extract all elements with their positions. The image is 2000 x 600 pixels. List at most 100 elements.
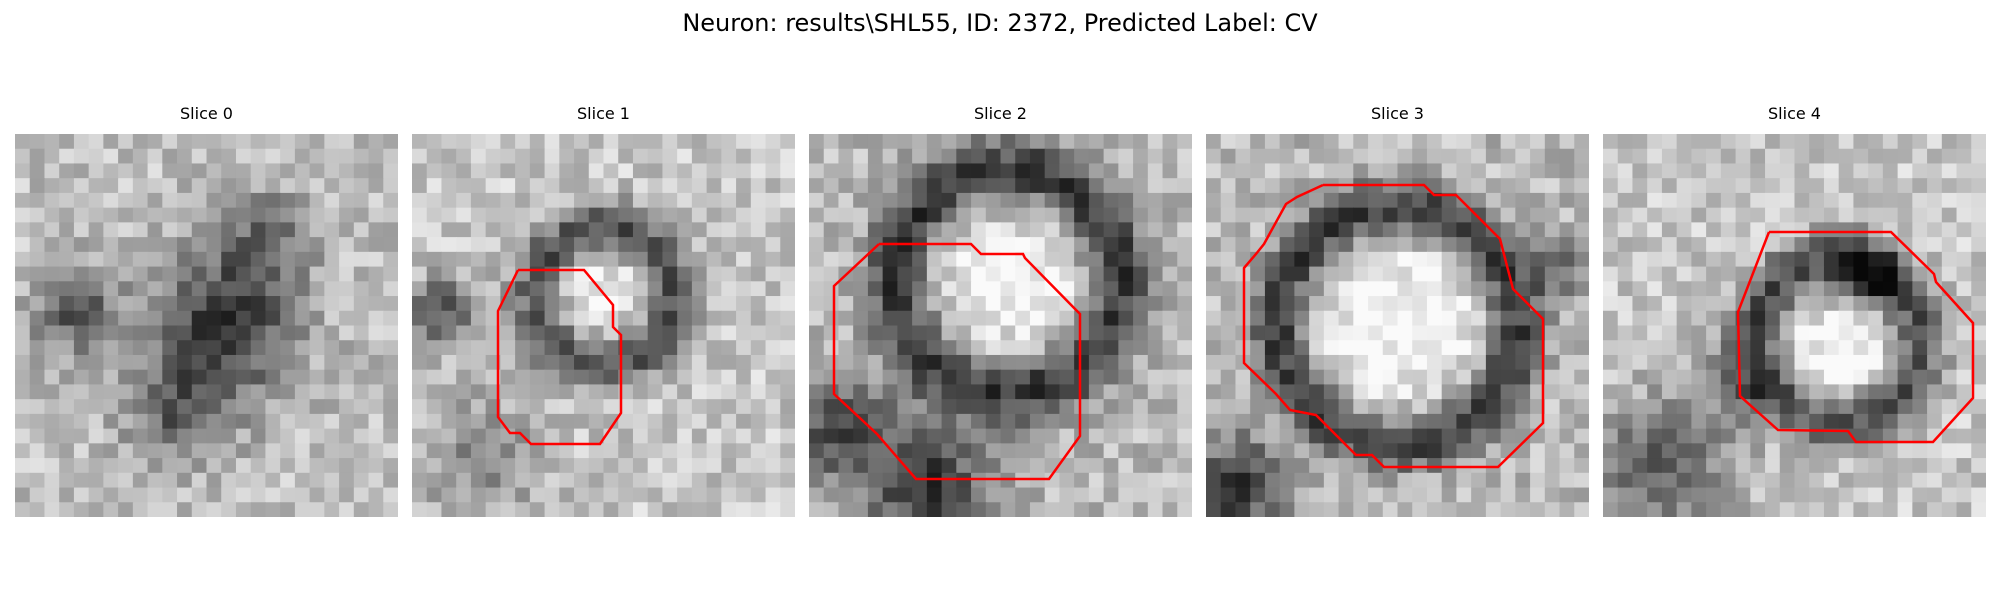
image-pixel: [1412, 207, 1428, 223]
image-pixel: [88, 472, 104, 489]
image-pixel: [1515, 237, 1531, 253]
image-pixel: [1015, 369, 1031, 386]
image-pixel: [897, 296, 913, 312]
image-pixel: [456, 340, 472, 356]
image-pixel: [897, 340, 913, 356]
image-pixel: [44, 325, 60, 341]
image-pixel: [926, 192, 943, 209]
image-pixel: [324, 458, 340, 474]
image-pixel: [177, 222, 193, 238]
image-pixel: [1133, 502, 1149, 517]
image-pixel: [339, 458, 355, 474]
image-pixel: [1632, 296, 1648, 312]
slice-panel-3: Slice 3: [1206, 104, 1589, 517]
image-pixel: [1838, 443, 1855, 459]
image-pixel: [971, 134, 987, 150]
image-pixel: [867, 134, 884, 150]
image-pixel: [59, 163, 75, 179]
image-pixel: [1706, 399, 1722, 415]
image-pixel: [750, 487, 767, 503]
image-pixel: [1779, 178, 1796, 194]
image-pixel: [235, 325, 252, 341]
image-pixel: [809, 192, 825, 209]
image-pixel: [721, 340, 737, 356]
image-pixel: [1794, 384, 1810, 400]
image-pixel: [103, 310, 119, 327]
image-pixel: [1750, 310, 1766, 327]
image-pixel: [1530, 222, 1546, 238]
image-pixel: [1382, 340, 1399, 356]
image-pixel: [412, 266, 428, 282]
image-pixel: [1574, 428, 1589, 444]
image-pixel: [1133, 222, 1149, 238]
image-pixel: [1544, 443, 1561, 459]
image-pixel: [44, 281, 60, 297]
image-pixel: [235, 148, 252, 165]
image-pixel: [1720, 413, 1737, 430]
image-pixel: [441, 413, 457, 430]
image-pixel: [1927, 192, 1943, 209]
image-pixel: [1103, 207, 1119, 223]
image-pixel: [750, 310, 767, 327]
image-pixel: [603, 413, 619, 430]
image-pixel: [823, 325, 840, 341]
image-pixel: [1338, 237, 1354, 253]
image-pixel: [29, 472, 46, 489]
image-pixel: [736, 237, 752, 253]
image-pixel: [853, 163, 869, 179]
image-pixel: [1544, 192, 1561, 209]
image-pixel: [706, 399, 722, 415]
image-pixel: [1559, 178, 1575, 194]
image-pixel: [1574, 413, 1589, 430]
image-pixel: [780, 354, 795, 371]
image-pixel: [1661, 413, 1678, 430]
image-pixel: [1456, 487, 1472, 503]
image-pixel: [1809, 281, 1825, 297]
image-pixel: [206, 443, 222, 459]
image-pixel: [529, 458, 546, 474]
image-pixel: [515, 340, 531, 356]
image-pixel: [1118, 134, 1134, 150]
image-pixel: [1368, 251, 1384, 268]
image-pixel: [867, 178, 884, 194]
image-pixel: [1691, 222, 1707, 238]
image-pixel: [1897, 192, 1913, 209]
image-pixel: [1691, 207, 1707, 223]
image-pixel: [250, 296, 267, 312]
image-pixel: [177, 310, 193, 327]
image-pixel: [1720, 399, 1737, 415]
image-pixel: [721, 325, 737, 341]
image-pixel: [559, 502, 575, 517]
image-pixel: [882, 325, 898, 341]
image-pixel: [647, 192, 664, 209]
image-pixel: [162, 296, 178, 312]
image-pixel: [1794, 487, 1810, 503]
image-pixel: [1441, 281, 1458, 297]
image-pixel: [1706, 207, 1722, 223]
image-pixel: [250, 413, 267, 430]
image-pixel: [1279, 369, 1295, 386]
image-pixel: [265, 222, 281, 238]
image-pixel: [1720, 163, 1737, 179]
image-pixel: [1162, 237, 1178, 253]
image-pixel: [1103, 472, 1119, 489]
image-pixel: [132, 384, 149, 400]
image-pixel: [1809, 266, 1825, 282]
image-pixel: [956, 192, 972, 209]
image-pixel: [294, 134, 311, 150]
image-pixel: [971, 428, 987, 444]
image-pixel: [1823, 369, 1840, 386]
image-pixel: [294, 384, 311, 400]
image-pixel: [177, 163, 193, 179]
image-pixel: [1603, 237, 1619, 253]
image-pixel: [1103, 296, 1119, 312]
image-pixel: [1897, 325, 1913, 341]
image-pixel: [1632, 310, 1648, 327]
image-pixel: [1397, 325, 1413, 341]
image-pixel: [1309, 413, 1325, 430]
image-pixel: [912, 413, 928, 430]
image-pixel: [912, 472, 928, 489]
image-pixel: [677, 325, 693, 341]
image-pixel: [1133, 296, 1149, 312]
figure-title: Neuron: results\SHL55, ID: 2372, Predict…: [682, 9, 1318, 37]
